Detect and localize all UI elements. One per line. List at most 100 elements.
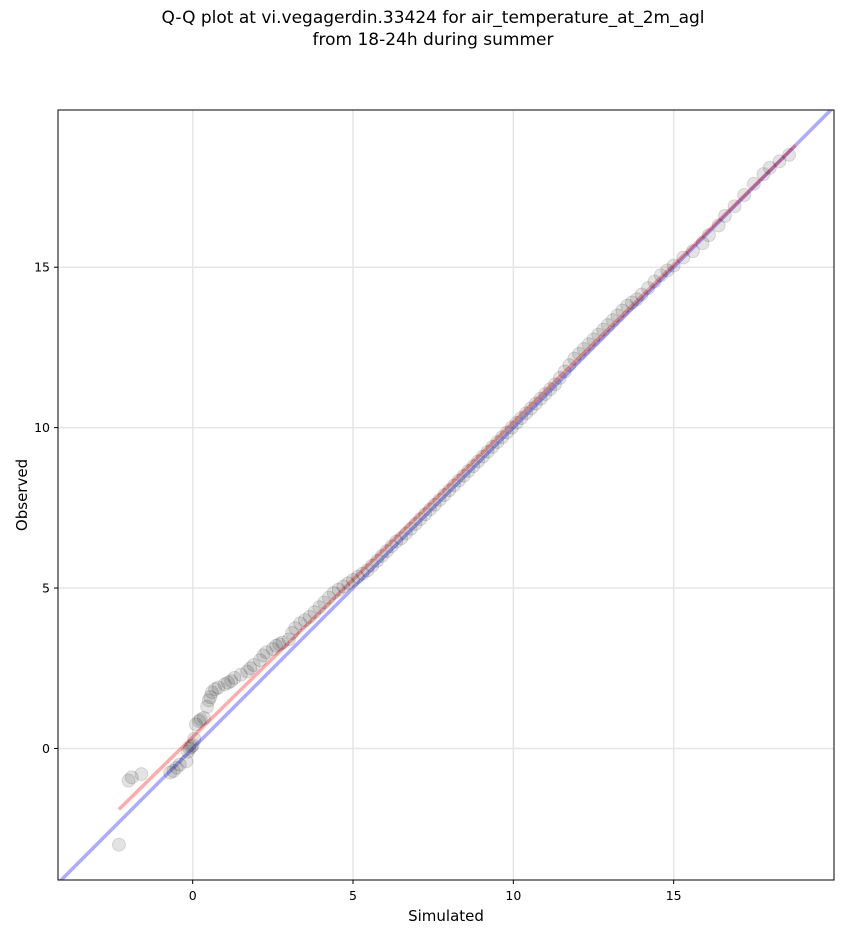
quantile-point bbox=[281, 632, 296, 647]
quantile-point bbox=[432, 492, 447, 507]
chart-title: Q-Q plot at vi.vegagerdin.33424 for air_… bbox=[0, 7, 843, 51]
quantile-point bbox=[567, 351, 582, 366]
quantile-point bbox=[365, 558, 380, 573]
quantile-point bbox=[220, 675, 235, 690]
quantile-point bbox=[746, 176, 761, 191]
quantile-point bbox=[519, 406, 534, 421]
quantile-point bbox=[509, 415, 524, 430]
quantile-point bbox=[456, 468, 471, 483]
quantile-points bbox=[111, 147, 797, 852]
quantile-point bbox=[480, 444, 495, 459]
quantile-point bbox=[442, 483, 457, 498]
quantile-point bbox=[204, 685, 219, 700]
quantile-point bbox=[596, 322, 611, 337]
quantile-point bbox=[240, 664, 255, 679]
quantile-point bbox=[182, 741, 197, 756]
quantile-point bbox=[413, 512, 428, 527]
quantile-point bbox=[695, 236, 710, 251]
quantile-point bbox=[418, 507, 433, 522]
quantile-point bbox=[312, 600, 327, 615]
quantile-point bbox=[163, 765, 178, 780]
quantile-point bbox=[653, 268, 668, 283]
quantile-point bbox=[285, 625, 300, 640]
quantile-point bbox=[504, 420, 519, 435]
quantile-point bbox=[562, 358, 577, 373]
quantile-point bbox=[124, 770, 139, 785]
quantile-point bbox=[422, 502, 437, 517]
quantile-point bbox=[701, 228, 716, 243]
quantile-point bbox=[772, 154, 787, 169]
quantile-point bbox=[711, 218, 726, 233]
quantile-point bbox=[233, 667, 248, 682]
quantile-point bbox=[203, 690, 218, 705]
quantile-point bbox=[427, 497, 442, 512]
x-tick-label: 5 bbox=[349, 888, 357, 903]
quantile-point bbox=[641, 281, 656, 296]
quantile-point bbox=[615, 303, 630, 318]
quantile-point bbox=[624, 295, 639, 310]
quantile-point bbox=[591, 327, 606, 342]
quantile-point bbox=[447, 478, 462, 493]
x-axis-ticks: 0 5 10 15 bbox=[189, 880, 682, 903]
quantile-point bbox=[600, 317, 615, 332]
quantile-point bbox=[389, 534, 404, 549]
quantile-point bbox=[370, 553, 385, 568]
quantile-point bbox=[355, 566, 370, 581]
quantile-point bbox=[224, 674, 239, 689]
quantile-point bbox=[272, 637, 287, 652]
fit-line bbox=[117, 144, 797, 811]
quantile-point bbox=[782, 147, 797, 162]
x-tick-label: 10 bbox=[505, 888, 521, 903]
quantile-point bbox=[259, 645, 274, 660]
grid-lines bbox=[58, 110, 834, 880]
quantile-point bbox=[307, 605, 322, 620]
quantile-point bbox=[676, 250, 691, 265]
quantile-point bbox=[253, 653, 268, 668]
quantile-point bbox=[331, 582, 346, 597]
quantile-point bbox=[528, 396, 543, 411]
quantile-point bbox=[179, 754, 194, 769]
quantile-point bbox=[437, 488, 452, 502]
quantile-point bbox=[485, 439, 500, 454]
y-tick-label: 15 bbox=[34, 260, 50, 275]
quantile-point bbox=[634, 287, 649, 302]
x-tick-label: 0 bbox=[189, 888, 197, 903]
quantile-point bbox=[317, 595, 332, 610]
quantile-point bbox=[384, 539, 399, 554]
quantile-point bbox=[121, 773, 136, 788]
quantile-point bbox=[187, 731, 202, 746]
quantile-point bbox=[394, 531, 409, 546]
quantile-point bbox=[490, 435, 505, 450]
quantile-point bbox=[326, 585, 341, 600]
quantile-point bbox=[346, 573, 361, 588]
quantile-point bbox=[466, 459, 481, 474]
quantile-point bbox=[169, 760, 184, 775]
quantile-point bbox=[201, 693, 216, 708]
quantile-point bbox=[660, 263, 675, 278]
quantile-point bbox=[586, 332, 601, 347]
quantile-point bbox=[451, 473, 466, 488]
quantile-point bbox=[256, 648, 271, 663]
quantile-point bbox=[217, 677, 232, 692]
quantile-point bbox=[685, 244, 700, 259]
quantile-point bbox=[297, 613, 312, 628]
quantile-point bbox=[408, 516, 423, 531]
quantile-point bbox=[374, 548, 389, 563]
quantile-point bbox=[523, 401, 538, 416]
quantile-point bbox=[552, 370, 567, 385]
quantile-point bbox=[208, 682, 223, 697]
quantile-point bbox=[265, 642, 280, 656]
quantile-point bbox=[188, 717, 203, 732]
quantile-point bbox=[605, 313, 620, 328]
quantile-point bbox=[495, 430, 510, 445]
quantile-point bbox=[196, 710, 211, 725]
quantile-point bbox=[185, 738, 200, 753]
quantile-point bbox=[727, 199, 742, 214]
quantile-point bbox=[461, 463, 476, 478]
y-axis-ticks: 0 5 10 15 bbox=[34, 260, 58, 756]
quantile-point bbox=[302, 609, 317, 624]
quantile-point bbox=[610, 308, 625, 323]
quantile-point bbox=[620, 298, 635, 313]
quantile-point bbox=[717, 208, 732, 223]
chart-title-line-1: Q-Q plot at vi.vegagerdin.33424 for air_… bbox=[161, 8, 705, 28]
